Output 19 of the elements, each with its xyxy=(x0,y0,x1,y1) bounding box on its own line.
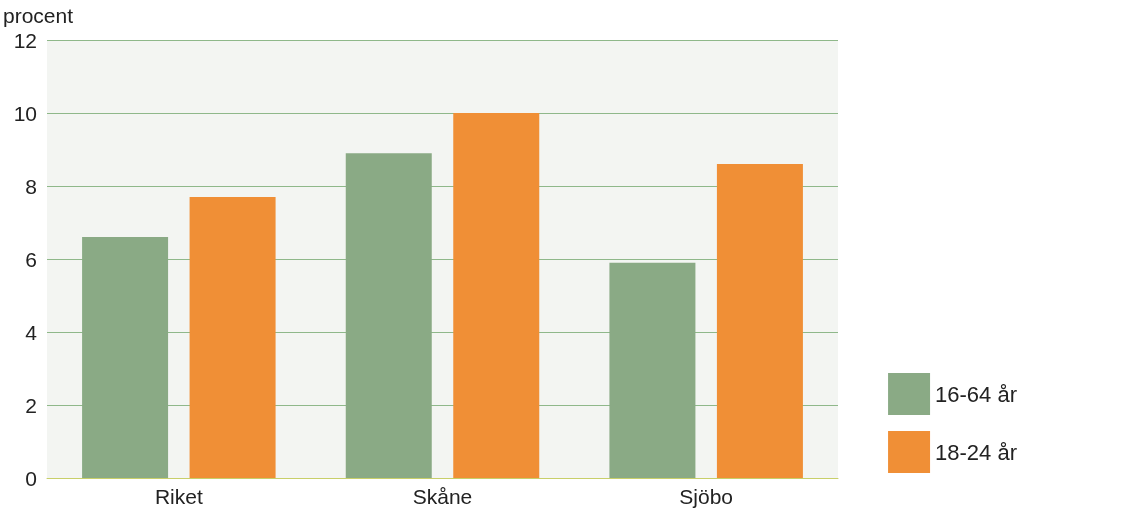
y-tick-label: 10 xyxy=(13,101,37,125)
x-tick-label: Skåne xyxy=(412,485,473,508)
y-tick-label: 6 xyxy=(25,247,37,271)
y-axis-title: procent xyxy=(3,4,74,27)
y-tick-label: 2 xyxy=(25,393,37,417)
x-tick-label: Riket xyxy=(154,485,203,508)
legend-label: 16-64 år xyxy=(935,381,1018,407)
bar xyxy=(716,164,803,478)
y-tick-label: 12 xyxy=(13,28,37,52)
bar xyxy=(453,113,540,478)
y-tick-label: 4 xyxy=(25,320,38,344)
y-tick-label: 0 xyxy=(25,466,37,490)
bar xyxy=(609,262,696,478)
bar xyxy=(82,237,169,478)
x-tick-label: Sjöbo xyxy=(679,485,734,508)
bar xyxy=(189,196,276,478)
y-tick-label: 8 xyxy=(25,174,37,198)
bar xyxy=(345,153,432,478)
legend-label: 18-24 år xyxy=(935,439,1018,465)
